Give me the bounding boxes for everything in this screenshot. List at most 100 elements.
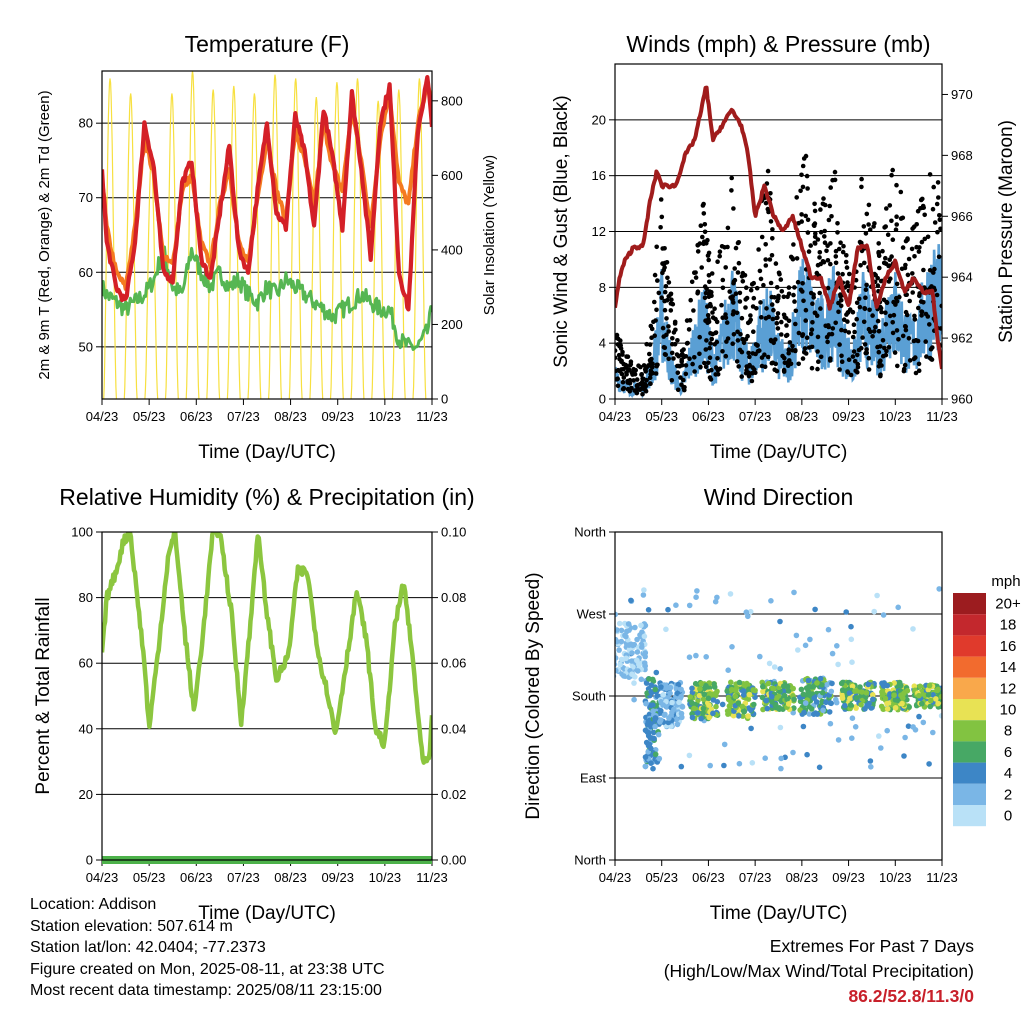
direction-point [763,697,770,704]
direction-point [847,702,854,708]
gust-point [713,316,718,322]
gust-point [773,261,779,266]
gust-point [770,236,775,241]
gust-point [693,275,699,280]
direction-point [729,644,735,650]
direction-point [706,702,712,708]
speed-legend-swatch [953,783,986,805]
direction-point [689,714,696,721]
gust-point [835,221,840,226]
direction-point [878,745,884,751]
direction-point [848,623,854,630]
gust-point [838,294,843,299]
gust-point [815,349,820,354]
gust-point [900,333,906,339]
direction-point [642,653,648,660]
gust-point [784,360,790,366]
speed-legend-swatch [953,720,986,742]
temperature-xtick-label: 07/23 [227,409,260,424]
gust-point [900,245,906,250]
gust-point [839,327,844,333]
gust-point [824,334,830,340]
direction-point [652,751,659,758]
gust-point [732,266,737,271]
direction-point [834,643,840,649]
direction-point [666,715,672,721]
direction-point [825,626,832,633]
direction-point [692,680,699,687]
panel-humidity: Relative Humidity (%) & Precipitation (i… [33,484,475,924]
direction-point [838,680,845,687]
gust-point [857,304,863,310]
gust-point [619,371,625,377]
gust-point [706,257,711,263]
winds-ytick-label: 8 [599,280,606,295]
direction-point [711,684,718,690]
gust-point [855,370,860,375]
gust-point [810,320,815,325]
temperature-plot-area [102,71,432,399]
humidity-xtick-label: 05/23 [133,870,166,885]
direction-point [790,709,796,716]
gust-point [835,230,840,235]
direction-point [802,642,809,649]
humidity-ytick-label: 60 [79,656,93,671]
gust-point [626,367,632,372]
direction-point [652,716,658,723]
direction-point [816,764,823,771]
gust-point [656,290,662,296]
direction-point [626,642,632,648]
gust-point [842,328,848,334]
gust-point [628,362,634,367]
humidity-ytick-label: 100 [71,525,93,540]
gust-point [692,270,697,276]
direction-point [750,687,757,693]
gust-point [687,356,692,362]
direction-point [616,620,623,627]
direction-xtick-label: 05/23 [645,870,678,885]
gust-point [855,352,860,358]
direction-point [776,706,783,712]
gust-point [825,339,830,345]
gust-point [631,378,636,383]
gust-point [739,374,744,379]
humidity-xtick-label: 04/23 [86,870,119,885]
direction-point [827,700,834,706]
direction-point [868,764,874,770]
direction-ytick-label: East [580,771,606,786]
direction-point [926,761,932,767]
gust-point [918,299,924,304]
gust-point [828,356,833,361]
gust-point [769,253,775,258]
gust-point [790,343,795,349]
direction-point [730,712,737,719]
gust-point [674,352,680,357]
direction-point [638,622,644,629]
direction-point [668,723,674,730]
gust-point [724,339,729,344]
direction-point [735,700,742,706]
direction-point [842,702,848,709]
direction-point [847,695,853,702]
gust-point [876,241,881,246]
direction-point [916,692,922,699]
gust-point [871,329,877,334]
gust-point [890,237,896,242]
gust-point [833,248,839,254]
gust-point [734,359,740,364]
gust-point [825,258,831,263]
gust-point [801,298,806,304]
gust-point [923,339,928,344]
gust-point [867,307,872,313]
gust-point [836,246,842,252]
winds-xtick-label: 08/23 [786,409,819,424]
gust-point [618,338,623,343]
direction-point [707,691,713,697]
gust-point [794,195,799,200]
direction-point [819,682,825,688]
gust-point [861,224,867,229]
gust-point [927,172,933,177]
direction-point [628,597,634,604]
gust-point [720,285,726,291]
gust-point [910,226,915,231]
